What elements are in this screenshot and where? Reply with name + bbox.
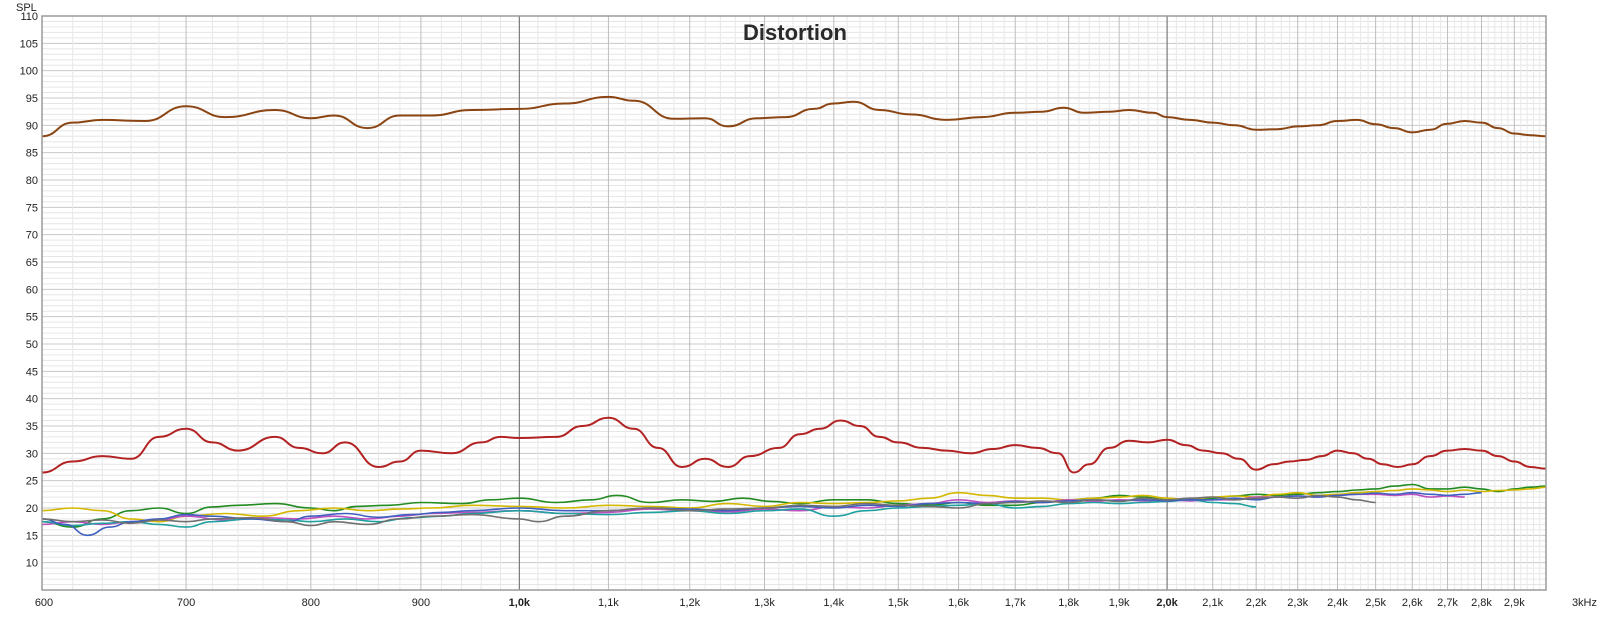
x-tick-label: 1,0k: [509, 597, 531, 609]
x-tick-label: 800: [302, 597, 320, 609]
y-tick-label: 60: [26, 284, 38, 296]
series-line-4: [41, 486, 1547, 523]
series-line-2: [41, 416, 1547, 474]
y-tick-label: 85: [26, 148, 38, 160]
x-tick-label: 2,1k: [1202, 597, 1223, 609]
series-line-6: [41, 499, 1257, 528]
y-tick-label: 110: [20, 11, 38, 23]
y-tick-label: 10: [26, 558, 38, 570]
series-line-8: [41, 494, 1376, 527]
x-tick-label: 2,3k: [1287, 597, 1308, 609]
x-tick-label: 2,7k: [1437, 597, 1458, 609]
x-tick-label: 1,4k: [823, 597, 844, 609]
vertical-grid: [72, 16, 1541, 590]
x-tick-label: 700: [177, 597, 195, 609]
y-tick-label: 15: [26, 530, 38, 542]
x-tick-label: 2,6k: [1402, 597, 1423, 609]
y-tick-label: 45: [26, 366, 38, 378]
series-line-3: [41, 483, 1547, 528]
series-layer: [41, 95, 1547, 537]
y-tick-label: 25: [26, 476, 38, 488]
x-tick-label: 1,6k: [948, 597, 969, 609]
y-tick-label: 100: [20, 66, 38, 78]
x-tick-label: 1,3k: [754, 597, 775, 609]
y-tick-label: 105: [20, 38, 38, 50]
y-tick-label: 50: [26, 339, 38, 351]
y-tick-label: 20: [26, 503, 38, 515]
y-axis-label: SPL: [16, 2, 37, 14]
x-tick-label: 3kHz: [1572, 597, 1597, 609]
y-tick-labels: 10 15 20 25 30 35 40 45 50 55 60 65 70 75 80 85 90 95 100 1…: [20, 11, 38, 570]
chart-title: Distortion: [743, 20, 847, 45]
y-tick-label: 80: [26, 175, 38, 187]
y-tick-label: 30: [26, 448, 38, 460]
x-tick-label: 1,9k: [1109, 597, 1130, 609]
x-tick-label: 900: [412, 597, 430, 609]
y-tick-label: 55: [26, 312, 38, 324]
y-tick-label: 40: [26, 394, 38, 406]
x-tick-label: 2,2k: [1246, 597, 1267, 609]
minor-horizontal-grid: [42, 20, 1546, 586]
x-tick-label: 2,8k: [1471, 597, 1492, 609]
y-tick-label: 65: [26, 257, 38, 269]
x-tick-labels: 600 700 800 900 1,0k 1,1k 1,2k 1,3k 1,4k 1,5k 1,6k…: [35, 597, 1597, 609]
major-horizontal-grid: [42, 15, 1546, 564]
x-tick-label: 2,4k: [1327, 597, 1348, 609]
x-tick-label: 1,7k: [1005, 597, 1026, 609]
x-tick-label: 1,1k: [598, 597, 619, 609]
x-tick-label: 2,0k: [1156, 597, 1178, 609]
x-tick-label: 1,8k: [1058, 597, 1079, 609]
plot-frame: [41, 15, 1547, 591]
y-tick-label: 90: [26, 120, 38, 132]
x-tick-label: 2,5k: [1365, 597, 1386, 609]
y-tick-label: 95: [26, 93, 38, 105]
x-tick-label: 600: [35, 597, 53, 609]
y-tick-label: 35: [26, 421, 38, 433]
y-tick-label: 70: [26, 230, 38, 242]
x-tick-label: 2,9k: [1504, 597, 1525, 609]
x-tick-label: 1,2k: [679, 597, 700, 609]
y-tick-label: 75: [26, 202, 38, 214]
series-line-1: [41, 95, 1547, 138]
x-tick-label: 1,5k: [888, 597, 909, 609]
